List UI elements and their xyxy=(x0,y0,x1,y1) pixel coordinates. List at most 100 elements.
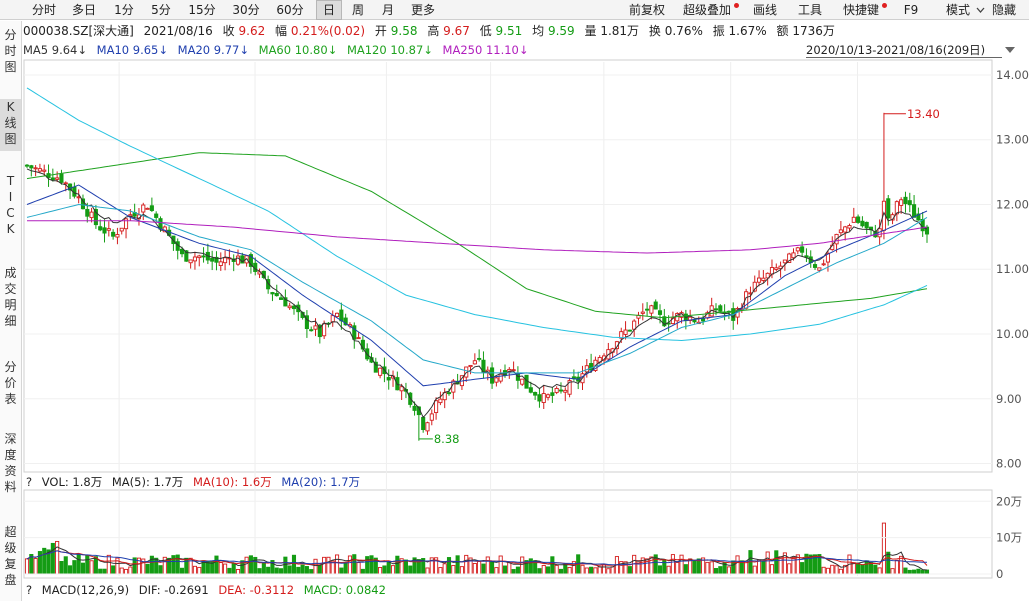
candle-body xyxy=(563,389,568,393)
volume-bar xyxy=(916,568,921,575)
volume-bar xyxy=(477,560,482,575)
sidebar-item-deep-data[interactable]: 深度资料 xyxy=(4,432,17,494)
candle-body xyxy=(739,308,744,311)
candle-body xyxy=(494,377,499,383)
volume-bar xyxy=(640,557,645,575)
tab-monthly[interactable]: 月 xyxy=(381,3,394,17)
candle-body xyxy=(830,244,835,251)
volume-bar xyxy=(128,566,133,575)
volume-bar xyxy=(399,558,404,575)
candle-body xyxy=(838,229,843,234)
candle-body xyxy=(42,169,47,172)
volume-bar xyxy=(184,557,189,575)
candle-body xyxy=(93,209,98,226)
chevron-down-icon[interactable] xyxy=(1004,44,1016,56)
help-icon[interactable]: ? xyxy=(26,475,33,489)
volume-bar xyxy=(481,563,486,575)
volume-bar xyxy=(408,565,413,575)
volume-bar xyxy=(145,563,150,575)
candle-body xyxy=(757,277,762,283)
help-icon[interactable]: ? xyxy=(26,583,33,597)
tab-5min[interactable]: 5分 xyxy=(151,3,171,17)
sidebar-item-price-table[interactable]: 分价表 xyxy=(4,360,17,406)
volume-bar xyxy=(373,557,378,575)
volume-bar xyxy=(132,557,137,575)
candle-body xyxy=(158,218,163,230)
candle-body xyxy=(920,219,925,232)
volume-bar xyxy=(498,555,503,575)
candle-body xyxy=(627,329,632,332)
volume-bar xyxy=(576,554,581,575)
candle-body xyxy=(873,231,878,238)
macd-params: MACD(12,26,9) xyxy=(41,583,130,597)
ma20-label: MA20 9.77↓ xyxy=(177,43,249,57)
tab-multi-day[interactable]: 多日 xyxy=(71,3,96,17)
macd-value: MACD: 0.0842 xyxy=(303,583,386,597)
candle-body xyxy=(106,228,111,231)
mode-button[interactable]: 模式 xyxy=(945,3,970,17)
sidebar-item-intraday[interactable]: 分时图 xyxy=(4,28,17,74)
volume-bar xyxy=(360,568,365,575)
ma250-line xyxy=(27,220,928,254)
volume-bar xyxy=(149,555,154,575)
candle-body xyxy=(390,375,396,379)
candle-body xyxy=(851,216,856,223)
volume-bar xyxy=(873,564,878,575)
volume-bar xyxy=(494,567,499,575)
volume-bar xyxy=(692,560,697,575)
drawing-button[interactable]: 画线 xyxy=(752,3,777,17)
volume-bar xyxy=(214,555,219,575)
volume-bar xyxy=(666,565,671,575)
candle-body xyxy=(231,258,236,262)
candle-body xyxy=(662,316,667,327)
sidebar-item-trade-details[interactable]: 成交明细 xyxy=(4,266,17,328)
candle-body xyxy=(558,389,564,392)
candle-body xyxy=(356,337,361,340)
tools-button[interactable]: 工具 xyxy=(797,3,822,17)
volume-bar xyxy=(812,554,818,575)
sidebar-item-super-review[interactable]: 超级复盘 xyxy=(4,525,17,587)
tab-weekly[interactable]: 周 xyxy=(351,3,364,17)
candle-body xyxy=(843,226,848,233)
volume-bar xyxy=(907,569,912,575)
candle-body xyxy=(283,297,288,307)
volume-bar xyxy=(378,566,383,575)
tab-daily[interactable]: 日 xyxy=(316,0,342,20)
candle-body xyxy=(76,196,81,199)
tab-intraday[interactable]: 分时 xyxy=(31,3,56,17)
candle-body xyxy=(485,369,490,374)
volume-bar xyxy=(838,568,843,575)
tab-30min[interactable]: 30分 xyxy=(232,3,260,17)
volume-bar xyxy=(511,569,516,575)
ma5-label: MA5 9.64↓ xyxy=(23,43,88,57)
volume-bar xyxy=(63,556,68,575)
close-value: 收 9.62 xyxy=(222,24,266,38)
tab-15min[interactable]: 15分 xyxy=(188,3,216,17)
volume-bar xyxy=(46,549,51,575)
super-overlay-button[interactable]: 超级叠加 xyxy=(682,3,731,17)
tab-60min[interactable]: 60分 xyxy=(276,3,304,17)
volume-bar xyxy=(416,559,421,575)
forward-adjust-button[interactable]: 前复权 xyxy=(628,3,665,17)
hide-button[interactable]: 隐藏 xyxy=(991,3,1016,17)
volume-bar xyxy=(201,560,206,575)
volume-bar xyxy=(761,561,766,575)
candle-body xyxy=(606,349,611,360)
tab-1min[interactable]: 1分 xyxy=(114,3,134,17)
candle-body xyxy=(240,255,245,264)
volume-bar xyxy=(459,566,464,575)
volume-bar xyxy=(309,569,314,575)
date-range-label[interactable]: 2020/10/13-2021/08/16(209日) xyxy=(806,42,1002,58)
volume-bar xyxy=(899,555,904,575)
candle-body xyxy=(330,315,335,323)
volume-bar xyxy=(851,562,856,575)
f9-button[interactable]: F9 xyxy=(903,3,919,17)
shortcut-button[interactable]: 快捷键 xyxy=(842,3,879,17)
tab-more[interactable]: 更多 xyxy=(410,3,435,17)
volume-bar xyxy=(326,556,331,575)
candle-body xyxy=(632,320,637,330)
chevron-down-icon[interactable] xyxy=(976,6,985,14)
candle-body xyxy=(429,413,434,421)
